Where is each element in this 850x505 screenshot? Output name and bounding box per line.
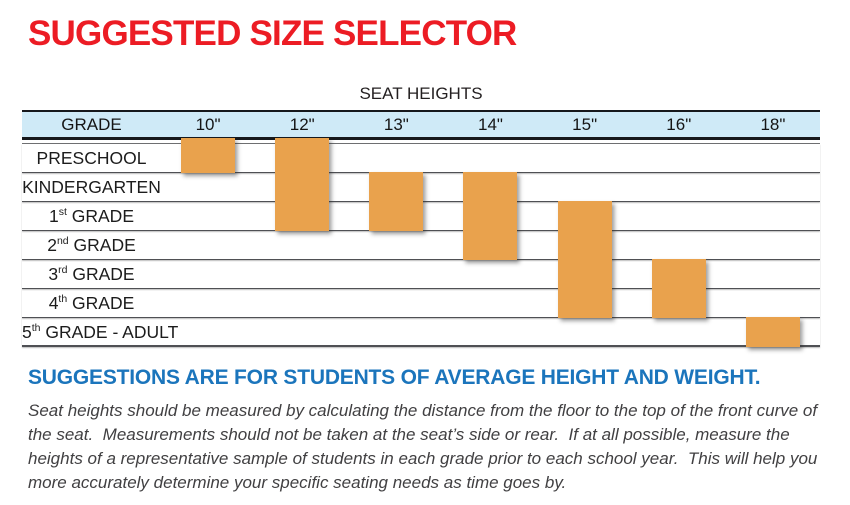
size-bar-18in [745,316,800,347]
row-label: 5th GRADE - ADULT [22,322,179,342]
row-line [22,289,820,318]
header-cell-size: 13" [383,114,409,134]
size-bar-12in [275,138,330,231]
ordinal-suffix: nd [56,235,69,248]
size-bar-15in [557,200,612,318]
header-cell-size: 16" [666,114,692,134]
row-label: 4th GRADE [48,293,135,313]
ordinal-suffix: st [58,206,67,219]
header-cell-size: 10" [195,114,221,134]
size-bar-10in [181,138,236,173]
header-cell-size: 18" [760,114,786,134]
ordinal-suffix: th [58,293,68,306]
row-label: 1st GRADE [48,206,134,226]
description: Seat heights should be measured by calcu… [28,401,823,492]
row-label: PRESCHOOL [36,148,147,168]
row-label: 3rd GRADE [48,264,135,284]
row-line [22,318,820,347]
header-cell-size: 12" [289,114,315,134]
table-caption: SEAT HEIGHTS [359,84,483,103]
size-selector-table: GRADE 10" 12" 13" 14" 15" 16" 18" PRESCHOOL KIND… [22,110,820,347]
header-cell-size: 14" [478,114,503,134]
size-bar-14in [463,171,518,260]
header-cell-size: 15" [572,114,598,134]
page-title: SUGGESTED SIZE SELECTOR [28,14,517,53]
ordinal-suffix: rd [58,264,68,277]
row-line [22,231,820,260]
size-bar-16in [651,258,706,318]
row-line [22,260,820,289]
header-cell-grade: GRADE [61,114,122,134]
ordinal-suffix: th [31,322,41,335]
row-label: 2nd GRADE [47,235,136,255]
table-body: PRESCHOOL KINDERGARTEN 1st GRADE 2nd GRADE 3… [22,138,820,347]
row-label: KINDERGARTEN [22,177,161,197]
size-bar-13in [369,171,424,231]
subheading: SUGGESTIONS ARE FOR STUDENTS OF AVERAGE … [28,366,761,389]
table-header-row: GRADE 10" 12" 13" 14" 15" 16" 18" [22,110,820,140]
